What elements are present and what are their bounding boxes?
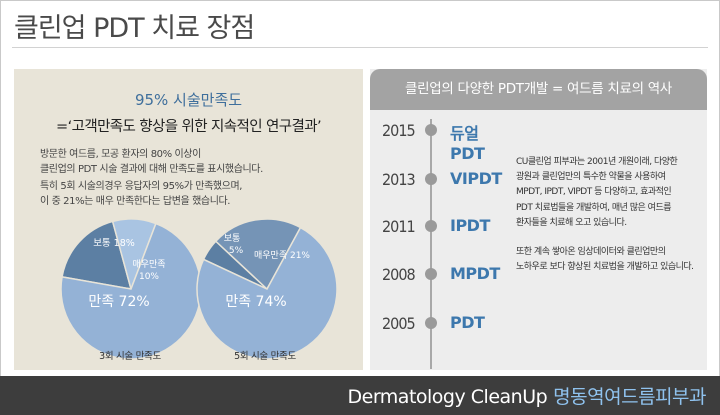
pie-slice-만족 [196,226,338,360]
timeline-dot [425,220,437,232]
satisfaction-title: 95% 시술만족도 [134,91,243,109]
timeline-name: IPDT [450,216,490,235]
pie1-label-normal: 보통 18% [93,238,135,249]
satisfaction-panel: 95% 시술만족도 =‘고객만족도 향상을 위한 지속적인 연구결과’ 방문한 … [14,69,363,370]
pie-chart-5-sessions [196,218,338,360]
history-line: PDT 치료법들을 개발하여, 매년 많은 여드름 [516,202,672,213]
timeline-year: 2011 [382,217,416,236]
description-line: 클린업의 PDT 시술 결과에 대해 만족도를 표시했습니다. [40,163,263,175]
timeline-year: 2015 [382,121,416,140]
footer-brand-english: Dermatology CleanUp [347,386,548,408]
satisfaction-pie-charts: 보통 18% 매우만족 10% 만족 72% 보통 5% 매우만족 21% 만족… [60,218,338,360]
pie1-caption: 3회 시술 만족도 [99,351,161,362]
satisfaction-subtitle: =‘고객만족도 향상을 위한 지속적인 연구결과’ [56,119,322,135]
timeline-dot [425,317,437,329]
footer-brand: Dermatology CleanUp 명동역여드름피부과 [348,382,707,409]
history-line: 광원과 클린업만의 특수한 약물을 사용하여 [516,172,666,183]
pie1-label-very-satisfied-percent: 10% [139,272,159,282]
pie-slice-매우만족 [214,218,302,291]
title-divider [12,47,708,48]
history-header: 클린업의 다양한 PDT개발 = 여드름 치료의 역사 [370,69,707,110]
history-line: 노하우로 보다 향상된 치료법을 개발하고 있습니다. [516,262,694,273]
history-line: MPDT, IPDT, VIPDT 등 다양하고, 효과적인 [516,187,672,198]
history-description-1: CU클린업 피부과는 2001년 개원이래, 다양한 광원과 클린업만의 특수한… [516,155,678,231]
pie1-label-satisfied: 만족 72% [88,294,149,310]
timeline-dot [425,124,437,136]
satisfaction-description-2: 특히 5회 시술의경우 응답자의 95%가 만족했으며, 이 중 21%는 매우… [40,180,242,209]
timeline-dot [425,268,437,280]
pie2-label-normal: 보통 [224,233,241,244]
timeline-line [430,119,432,369]
timeline-year: 2013 [382,170,416,189]
description-line: 이 중 21%는 매우 만족한다는 답변을 했습니다. [40,195,231,207]
timeline-name: PDT [450,313,485,332]
history-panel: 클린업의 다양한 PDT개발 = 여드름 치료의 역사 2015 듀얼PDT 2… [370,69,707,370]
history-line: 환자들을 치료해 오고 있습니다. [516,217,627,228]
timeline-name: MPDT [450,264,500,283]
page-title: 클린업 PDT 치료 장점 [14,13,255,44]
pie2-caption: 5회 시술 만족도 [234,351,296,362]
pie2-label-satisfied: 만족 74% [225,294,286,310]
satisfaction-description-1: 방문한 여드름, 모공 환자의 80% 이상이 클린업의 PDT 시술 결과에 … [40,148,263,177]
timeline-name: 듀얼PDT [450,124,485,163]
timeline-year: 2005 [382,314,416,333]
timeline-dot [425,173,437,185]
footer-brand-korean: 명동역여드름피부과 [553,386,706,408]
pie2-label-normal-percent: 5% [229,246,244,256]
description-line: 특히 5회 시술의경우 응답자의 95%가 만족했으며, [40,181,243,192]
history-line: 또한 계속 쌓아온 임상데이터와 클린업만의 [516,247,666,257]
footer-bar: Dermatology CleanUp 명동역여드름피부과 [0,376,720,415]
pie2-label-very-satisfied: 매우만족 21% [254,250,310,261]
history-line: CU클린업 피부과는 2001년 개원이래, 다양한 [516,157,678,167]
pie-chart-3-sessions [60,218,202,360]
description-line: 방문한 여드름, 모공 환자의 80% 이상이 [40,149,201,160]
pie1-label-very-satisfied: 매우만족 [132,259,165,270]
timeline-year: 2008 [382,265,416,284]
timeline-name: VIPDT [450,169,502,188]
history-description-2: 또한 계속 쌓아온 임상데이터와 클린업만의 노하우로 보다 향상된 치료법을 … [516,245,694,275]
pie-slice-만족 [60,222,202,360]
pie-slice-보통 [61,220,133,290]
